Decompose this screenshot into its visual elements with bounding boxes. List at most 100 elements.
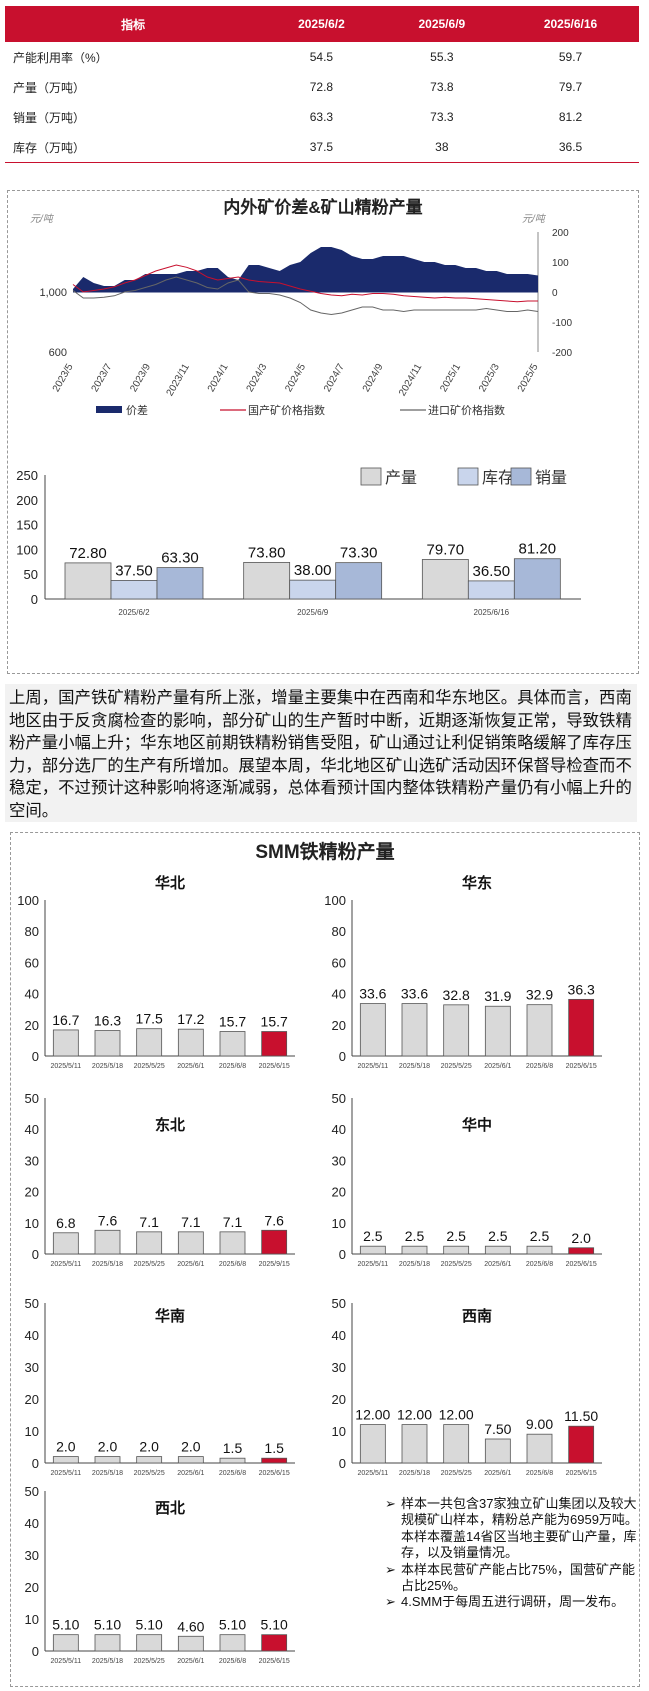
bar-value-label: 7.6: [98, 1212, 118, 1228]
left-axis-tick: 600: [49, 347, 67, 359]
y-axis-tick: 20: [25, 1392, 39, 1407]
legend-label: 销量: [535, 469, 567, 487]
bar-value-label: 16.7: [52, 1012, 79, 1028]
table-cell: 库存（万吨）: [5, 132, 262, 163]
bar-value-label: 7.1: [223, 1214, 243, 1230]
x-axis-tick: 2025/5/11: [358, 1063, 389, 1070]
bar-value-label: 7.1: [139, 1214, 159, 1230]
bar-value-label: 12.00: [439, 1407, 474, 1423]
x-axis-tick: 2025/5/25: [441, 1063, 472, 1070]
bar: [568, 998, 595, 1057]
import-index-series: [72, 276, 539, 316]
y-axis-tick: 0: [32, 1049, 39, 1064]
bar: [52, 1029, 79, 1057]
table-row: 销量（万吨） 63.3 73.3 81.2: [5, 102, 639, 132]
x-axis-tick: 2025/5/18: [399, 1261, 430, 1268]
bar: [177, 1635, 204, 1652]
x-axis-tick: 2025/5/18: [399, 1470, 430, 1477]
bar-value-label: 5.10: [219, 1617, 246, 1633]
y-axis-tick: 30: [25, 1548, 39, 1563]
table-row: 库存（万吨） 37.5 38 36.5: [5, 132, 639, 163]
bar: [443, 1424, 470, 1464]
bar: [401, 1424, 428, 1464]
y-axis-tick: 40: [25, 987, 39, 1002]
y-axis-tick: 0: [339, 1247, 346, 1262]
x-axis-tick: 2025/6/15: [259, 1470, 290, 1477]
y-axis-tick: 10: [25, 1612, 39, 1627]
x-axis-tick: 2025/5/25: [134, 1658, 165, 1665]
bar-value-label: 11.50: [564, 1408, 598, 1424]
table-cell: 产量（万吨）: [13, 80, 86, 95]
bar: [401, 1245, 428, 1255]
table-cell: 37.5: [261, 132, 382, 163]
x-axis-tick: 2025/6/8: [526, 1261, 553, 1268]
bar: [359, 1424, 386, 1464]
table-header-cell: 指标: [5, 6, 262, 42]
bar: [136, 1634, 163, 1652]
bar-value-label: 72.80: [69, 545, 107, 562]
table-cell: 81.2: [558, 110, 583, 124]
commentary-text: 上周，国产铁矿精粉产量有所上涨，增量主要集中在西南和华东地区。具体而言，西南地区…: [5, 684, 637, 822]
bar: [526, 1433, 553, 1464]
x-axis-tick: 2025/6/1: [177, 1470, 204, 1477]
y-axis-tick: 20: [332, 1392, 346, 1407]
bar-value-label: 5.10: [261, 1617, 288, 1633]
y-axis-tick: 250: [16, 468, 38, 483]
x-axis-tick: 2025/5/25: [134, 1470, 165, 1477]
bar: [484, 1438, 511, 1464]
x-axis-tick: 2025/5/18: [92, 1261, 123, 1268]
bar: [177, 1028, 204, 1057]
domestic-index-series: [72, 264, 538, 303]
y-axis-tick: 100: [324, 893, 346, 908]
right-axis-tick: 100: [552, 258, 569, 269]
x-axis-tick: 2025/5/11: [358, 1470, 389, 1477]
table-cell: 54.5: [309, 50, 334, 64]
bar: [421, 559, 469, 600]
bar-value-label: 32.9: [526, 987, 553, 1003]
bar: [526, 1245, 553, 1255]
bar: [136, 1028, 163, 1057]
chart-title: 华中: [462, 1116, 492, 1134]
output-inventory-sales-chart: 0 50 100 150 200 250 72.80 37.50 63.30 2025/6/2 73…: [16, 467, 581, 617]
bar: [261, 1031, 288, 1057]
bar-value-label: 63.30: [161, 550, 199, 567]
y-axis-tick: 150: [16, 518, 38, 533]
x-axis-tick: 2025/6/8: [526, 1063, 553, 1070]
y-axis-tick: 40: [332, 1122, 346, 1137]
y-axis-tick: 40: [332, 1328, 346, 1343]
bar: [219, 1634, 246, 1652]
bar: [52, 1456, 79, 1464]
right-axis-tick: 0: [552, 288, 558, 299]
bar-value-label: 15.7: [219, 1014, 246, 1030]
x-axis-tick: 2025/5/25: [134, 1261, 165, 1268]
note-text: 4.SMM于每周五进行调研，周一发布。: [401, 1594, 625, 1610]
table-row: 产能利用率（%） 54.5 55.3 59.7: [5, 42, 639, 72]
bar-value-label: 5.10: [94, 1617, 121, 1633]
y-axis-tick: 50: [24, 567, 38, 582]
bar: [261, 1634, 288, 1652]
x-axis-tick: 2025/6/8: [526, 1470, 553, 1477]
bar-value-label: 17.2: [177, 1011, 204, 1027]
x-axis-tick: 2025/6/15: [566, 1063, 597, 1070]
bar: [401, 1003, 428, 1057]
bar-value-label: 79.70: [427, 541, 465, 558]
x-axis-tick: 2025/5/11: [51, 1261, 82, 1268]
x-axis-tick: 2025/5/18: [92, 1658, 123, 1665]
bar: [52, 1634, 79, 1652]
bar-value-label: 73.30: [340, 545, 378, 562]
x-axis-tick: 2025/5/18: [399, 1063, 430, 1070]
y-axis-tick: 0: [339, 1049, 346, 1064]
bar-value-label: 73.80: [248, 544, 286, 561]
table-cell: 79.7: [558, 80, 583, 94]
legend-label: 价差: [126, 403, 148, 417]
bar: [136, 1456, 163, 1464]
bar-value-label: 5.10: [52, 1617, 79, 1633]
bar: [136, 1231, 163, 1255]
y-axis-tick: 20: [332, 1185, 346, 1200]
y-axis-tick: 60: [25, 955, 39, 970]
x-axis-tick: 2025/6/8: [219, 1063, 246, 1070]
y-axis-tick: 40: [332, 987, 346, 1002]
y-axis-tick: 0: [32, 1247, 39, 1262]
legend-label: 进口矿价格指数: [428, 403, 505, 417]
